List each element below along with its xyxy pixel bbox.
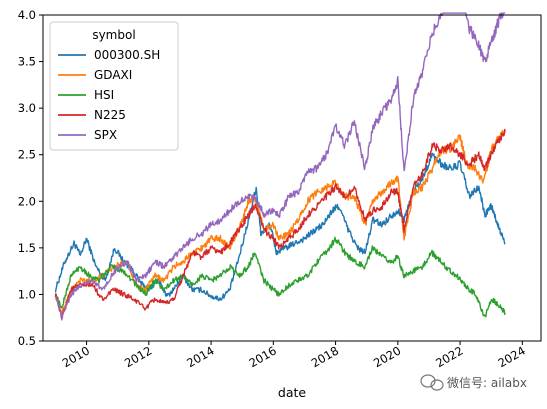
x-tick-label: 2022: [433, 343, 465, 370]
series-line-spx: [55, 12, 506, 321]
x-tick-label: 2012: [122, 343, 154, 370]
x-tick-label: 2014: [184, 343, 216, 370]
y-tick-label: 1.0: [18, 287, 36, 301]
y-tick-label: 4.0: [18, 8, 36, 22]
y-tick-label: 2.5: [18, 148, 36, 162]
watermark: 微信号: ailabx: [420, 374, 527, 391]
legend: symbol 000300.SH GDAXI HSI N225 SPX: [49, 21, 179, 151]
y-tick-label: 1.5: [18, 241, 36, 255]
y-tick-label: 0.5: [18, 334, 36, 348]
y-tick-label: 3.0: [18, 101, 36, 115]
legend-items: 000300.SH GDAXI HSI N225 SPX: [58, 48, 160, 142]
x-tick-label: 2024: [495, 343, 527, 370]
watermark-text: 微信号: ailabx: [447, 376, 527, 390]
x-tick-label: 2018: [309, 343, 341, 370]
legend-label: 000300.SH: [94, 48, 160, 62]
legend-label: N225: [94, 108, 126, 122]
x-tick-label: 2020: [371, 343, 403, 370]
legend-box: [49, 21, 179, 151]
plot-frame: [42, 14, 542, 342]
legend-label: HSI: [94, 88, 114, 102]
legend-title: symbol: [92, 28, 135, 42]
chat-bubble-icon: [420, 374, 444, 391]
plot-lines: [54, 12, 506, 321]
y-tick-label: 2.0: [18, 194, 36, 208]
x-axis: 2010 2012 2014 2016 2018 2020 2022 2024: [60, 341, 528, 370]
series-line-n225: [54, 128, 506, 320]
series-line-hsi: [54, 236, 506, 318]
x-tick-label: 2016: [246, 343, 278, 370]
x-axis-label: date: [278, 385, 306, 400]
series-line-gdaxi: [54, 130, 506, 315]
y-axis: 0.5 1.0 1.5 2.0 2.5 3.0 3.5 4.0: [18, 8, 43, 348]
series-line-000300-sh: [54, 152, 506, 302]
legend-label: SPX: [94, 128, 117, 142]
y-tick-label: 3.5: [18, 55, 36, 69]
legend-label: GDAXI: [94, 68, 132, 82]
x-tick-label: 2010: [60, 343, 92, 370]
